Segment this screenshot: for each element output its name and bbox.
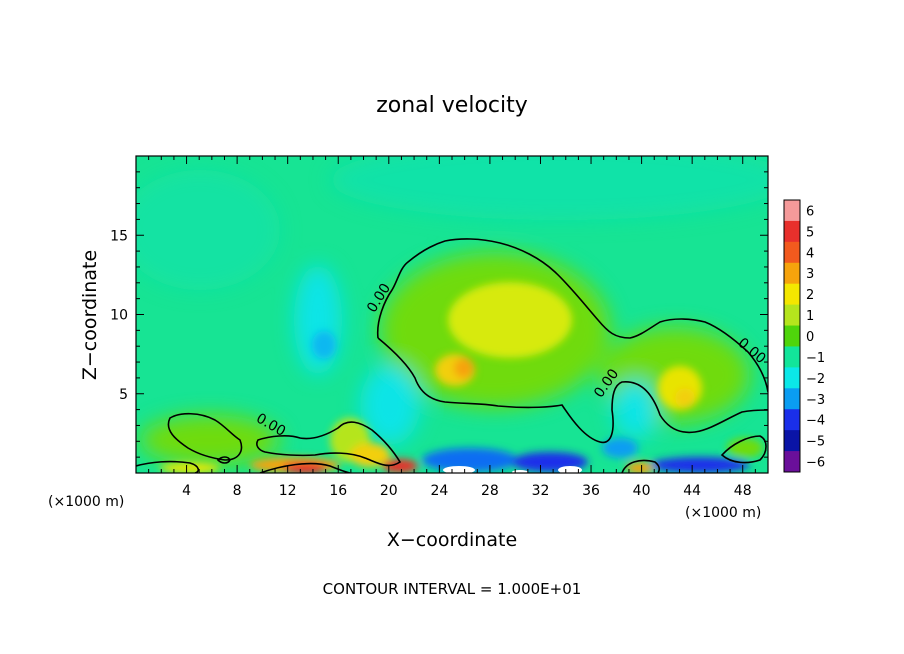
colorbar-frame bbox=[783, 199, 801, 473]
colorbar-swatch bbox=[784, 304, 800, 327]
y-tick-label: 15 bbox=[110, 228, 128, 244]
x-unit-label-left: (×1000 m) bbox=[48, 494, 124, 510]
x-tick-label: 40 bbox=[633, 483, 651, 499]
colorbar-label: 4 bbox=[806, 246, 814, 261]
y-axis-label: Z−coordinate bbox=[79, 250, 101, 380]
x-tick-label: 8 bbox=[233, 483, 242, 499]
contour-line-bottom-right bbox=[621, 459, 661, 473]
contour-line-mid-lobe bbox=[256, 421, 402, 467]
colorbar-swatch bbox=[784, 367, 800, 389]
x-tick-label: 4 bbox=[182, 483, 191, 499]
colorbar-swatch bbox=[784, 430, 800, 452]
colorbar-label: 2 bbox=[806, 288, 814, 303]
x-tick-label: 24 bbox=[430, 483, 448, 499]
colorbar-label: 1 bbox=[806, 309, 814, 324]
x-tick-label: 32 bbox=[532, 483, 550, 499]
colorbar-label: 0 bbox=[806, 330, 814, 345]
colorbar-label: −3 bbox=[806, 393, 825, 408]
contour-line-small bbox=[216, 456, 231, 464]
x-tick-label: 16 bbox=[329, 483, 347, 499]
field-color-blobs bbox=[136, 156, 768, 473]
plot-area: 0.000.000.000.00 bbox=[136, 156, 768, 473]
y-axis-ticks: 5 10 15 bbox=[110, 171, 768, 458]
x-tick-label: 12 bbox=[279, 483, 297, 499]
contour-line-lower bbox=[377, 337, 768, 444]
colorbar-swatch bbox=[784, 451, 800, 473]
colorbar-swatch bbox=[784, 220, 800, 243]
colorbar: 6 5 4 3 2 1 0 −1 −2 −3 −4 −5 −6 bbox=[783, 199, 825, 473]
x-tick-label: 20 bbox=[380, 483, 398, 499]
colorbar-swatch bbox=[784, 283, 800, 306]
colorbar-swatch bbox=[784, 409, 800, 431]
contour-line-bottom bbox=[136, 460, 200, 473]
colorbar-label: 6 bbox=[806, 204, 814, 219]
colorbar-swatch bbox=[784, 262, 800, 285]
colorbar-swatch bbox=[784, 346, 800, 368]
contour-line-bottom-mid bbox=[259, 462, 351, 473]
colorbar-swatch bbox=[784, 325, 800, 347]
contour-line-left-lobe bbox=[167, 412, 243, 461]
colorbar-label: 3 bbox=[806, 267, 814, 282]
chart-title: zonal velocity bbox=[376, 93, 528, 118]
x-unit-label-right: (×1000 m) bbox=[685, 505, 761, 521]
colorbar-label: −2 bbox=[806, 372, 825, 387]
colorbar-swatch bbox=[784, 388, 800, 410]
colorbar-label: −4 bbox=[806, 414, 825, 429]
zero-contours bbox=[136, 238, 768, 473]
y-tick-label: 10 bbox=[110, 308, 128, 324]
contour-line-right-lobe bbox=[720, 435, 767, 464]
x-tick-label: 48 bbox=[734, 483, 752, 499]
footer-contour-interval: CONTOUR INTERVAL = 1.000E+01 bbox=[323, 580, 582, 598]
colorbar-label: −5 bbox=[806, 435, 825, 450]
colorbar-swatch bbox=[784, 200, 800, 222]
x-tick-label: 36 bbox=[582, 483, 600, 499]
colorbar-swatch bbox=[784, 241, 800, 264]
x-axis-ticks: 4 8 12 16 20 24 28 32 36 40 44 48 bbox=[148, 156, 756, 499]
contour-line-main bbox=[376, 238, 768, 393]
colorbar-label: 5 bbox=[806, 225, 814, 240]
colorbar-label: −1 bbox=[806, 351, 825, 366]
y-tick-label: 5 bbox=[119, 387, 128, 403]
x-axis-label: X−coordinate bbox=[387, 529, 517, 551]
x-tick-label: 44 bbox=[683, 483, 701, 499]
x-tick-label: 28 bbox=[481, 483, 499, 499]
colorbar-label: −6 bbox=[806, 456, 825, 471]
